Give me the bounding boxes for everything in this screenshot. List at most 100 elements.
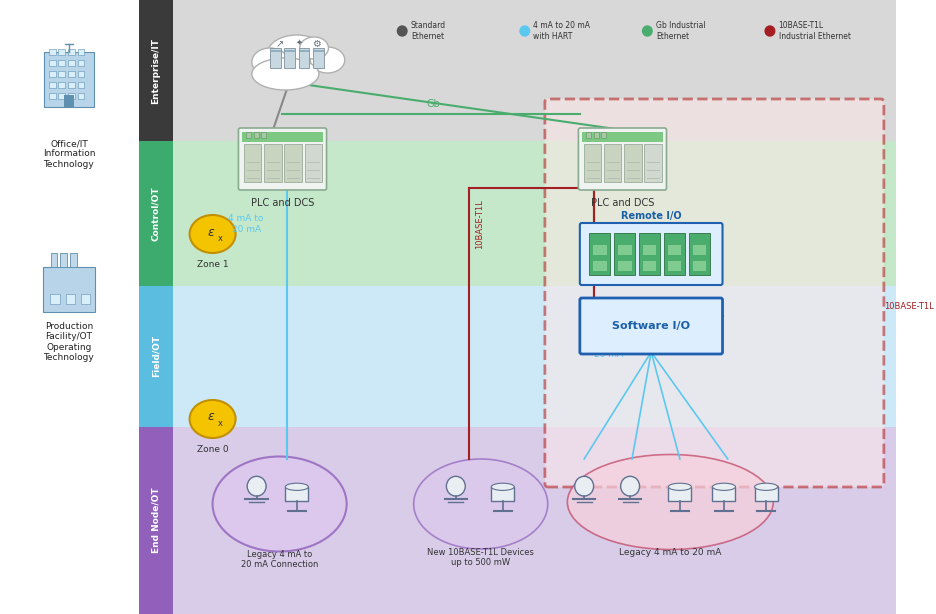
Circle shape <box>398 26 407 36</box>
Circle shape <box>765 26 775 36</box>
Bar <box>60 252 67 266</box>
Text: 4 mA to
20 mA: 4 mA to 20 mA <box>228 214 264 234</box>
Bar <box>78 93 84 98</box>
Bar <box>78 60 84 66</box>
Bar <box>242 132 323 142</box>
Bar <box>44 52 94 106</box>
Bar <box>139 427 897 614</box>
Bar <box>0 0 139 614</box>
Text: Zone 0: Zone 0 <box>197 445 228 454</box>
Bar <box>65 95 74 106</box>
Bar <box>668 487 692 501</box>
Bar <box>49 71 55 77</box>
FancyBboxPatch shape <box>578 128 666 190</box>
Bar <box>618 261 632 271</box>
Bar <box>299 48 309 68</box>
Bar <box>58 71 66 77</box>
Bar <box>139 0 897 141</box>
Ellipse shape <box>252 48 288 76</box>
Bar <box>590 233 610 275</box>
Circle shape <box>520 26 530 36</box>
Bar <box>68 60 75 66</box>
Bar <box>78 71 84 77</box>
Bar <box>78 82 84 88</box>
Bar <box>300 50 309 52</box>
Text: Gb: Gb <box>427 99 440 109</box>
Circle shape <box>446 476 465 496</box>
Text: Enterprise/IT: Enterprise/IT <box>152 37 160 104</box>
Text: ε: ε <box>207 411 214 424</box>
Bar <box>668 245 681 255</box>
Bar <box>49 60 55 66</box>
Bar <box>68 49 75 55</box>
Bar <box>139 286 897 427</box>
Bar <box>58 49 66 55</box>
Bar <box>314 48 324 68</box>
Text: x: x <box>218 419 223 427</box>
Bar <box>645 144 662 182</box>
Bar <box>693 245 707 255</box>
Ellipse shape <box>491 483 514 491</box>
Bar <box>285 487 308 501</box>
Bar <box>43 266 95 311</box>
Text: x: x <box>218 233 223 243</box>
Bar <box>49 93 55 98</box>
Bar <box>593 132 598 138</box>
Ellipse shape <box>668 483 692 491</box>
Text: PLC and DCS: PLC and DCS <box>251 198 314 208</box>
Text: Production
Facility/OT
Operating
Technology: Production Facility/OT Operating Technol… <box>44 322 95 362</box>
Bar <box>244 144 261 182</box>
Circle shape <box>642 26 652 36</box>
Ellipse shape <box>754 483 778 491</box>
Bar <box>246 132 251 138</box>
Text: 4 mA to
20 mA: 4 mA to 20 mA <box>591 340 626 359</box>
Bar <box>58 93 66 98</box>
Bar <box>639 233 660 275</box>
Bar <box>624 144 641 182</box>
Text: Office/IT
Information
Technology: Office/IT Information Technology <box>43 139 95 169</box>
Ellipse shape <box>310 47 344 73</box>
Ellipse shape <box>567 454 773 550</box>
Ellipse shape <box>267 35 327 73</box>
Text: Zone 1: Zone 1 <box>197 260 228 269</box>
Ellipse shape <box>285 483 308 491</box>
Bar <box>712 487 736 501</box>
Bar <box>693 261 707 271</box>
Bar <box>66 293 75 303</box>
Text: 10BASE-T1L: 10BASE-T1L <box>475 199 484 249</box>
Ellipse shape <box>300 37 329 59</box>
Text: New 10BASE-T1L Devices
up to 500 mW: New 10BASE-T1L Devices up to 500 mW <box>427 548 534 567</box>
Text: End Node/OT: End Node/OT <box>152 488 160 553</box>
Text: ↗: ↗ <box>275 39 284 49</box>
Bar <box>51 252 57 266</box>
Text: Legacy 4 mA to
20 mA Connection: Legacy 4 mA to 20 mA Connection <box>241 550 318 569</box>
Bar <box>285 50 295 52</box>
Ellipse shape <box>190 215 236 253</box>
Bar <box>139 141 897 286</box>
FancyBboxPatch shape <box>545 99 884 487</box>
Ellipse shape <box>712 483 736 491</box>
Text: 4 mA to 20 mA
with HART: 4 mA to 20 mA with HART <box>534 21 591 41</box>
Bar <box>139 0 173 141</box>
Text: ✦: ✦ <box>295 37 302 47</box>
Bar <box>51 293 60 303</box>
Bar <box>80 293 91 303</box>
Bar <box>643 261 656 271</box>
Bar <box>68 93 75 98</box>
Bar <box>602 132 607 138</box>
Bar <box>49 82 55 88</box>
Text: Software I/O: Software I/O <box>612 321 690 331</box>
Bar <box>618 245 632 255</box>
Bar <box>605 144 622 182</box>
Text: ⚙: ⚙ <box>312 39 320 49</box>
Circle shape <box>575 476 593 496</box>
Bar <box>754 487 778 501</box>
Bar <box>668 261 681 271</box>
Bar <box>139 427 173 614</box>
Bar <box>689 233 710 275</box>
Text: Standard
Ethernet: Standard Ethernet <box>411 21 446 41</box>
Bar <box>582 132 663 142</box>
Bar <box>58 60 66 66</box>
Bar <box>593 245 607 255</box>
Bar <box>285 48 295 68</box>
